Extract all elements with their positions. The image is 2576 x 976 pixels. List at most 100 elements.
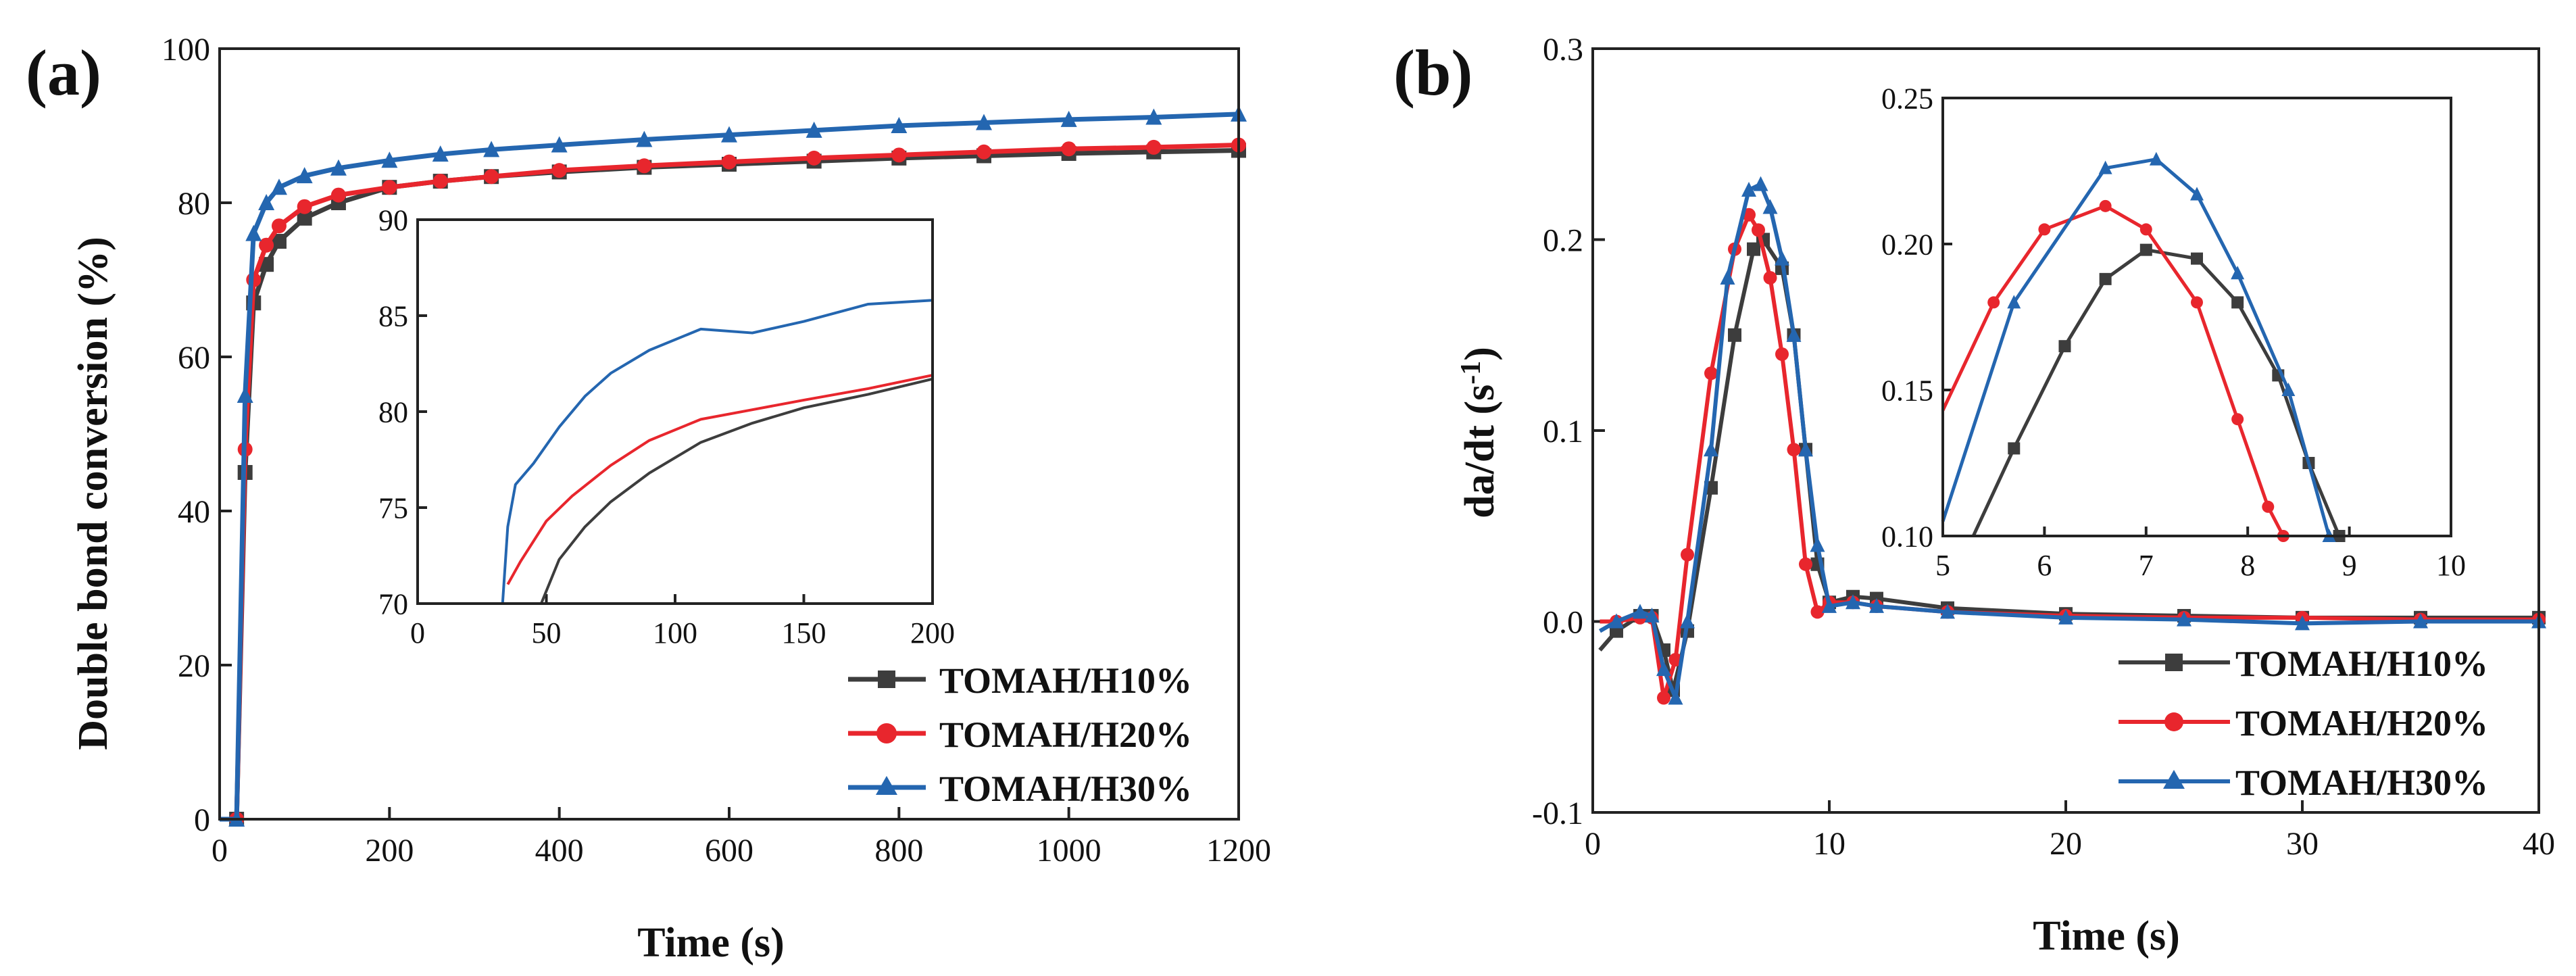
panel-a-inset-ticks: 0 50 100 150 200 70 75 80 85 90	[378, 203, 955, 650]
panel-a-inset-x-tick-label: 50	[532, 616, 562, 650]
panel-a-x-tick-label: 600	[705, 833, 753, 869]
panel-b-point-h30	[1656, 661, 1671, 677]
panel-b-point-h30	[1741, 182, 1756, 197]
panel-a-inset-y-tick-label: 70	[378, 587, 408, 620]
panel-a-point-h20	[271, 218, 287, 234]
panel-b-x-tick-label: 30	[2286, 826, 2319, 862]
panel-b-point-h30	[1846, 594, 1860, 610]
panel-a: (a) Double bond conversion (%) Time (s) …	[26, 32, 1271, 966]
panel-b-y-axis-title: da/dt (s-1)	[1456, 347, 1503, 518]
panel-a-point-h30	[330, 159, 347, 176]
panel-b-inset-point-h10	[2191, 252, 2203, 265]
panel-a-point-h20	[1146, 139, 1162, 155]
panel-a-point-h10	[297, 210, 312, 226]
panel-b-point-h20	[1810, 605, 1825, 619]
panel-a-point-h30	[551, 136, 568, 153]
panel-a-frame	[218, 47, 1240, 821]
panel-b-x-tick-label: 40	[2523, 826, 2555, 862]
panel-b-inset-x-tick-label: 7	[2139, 549, 2154, 582]
panel-b-point-h20	[1681, 547, 1694, 562]
panel-a-series-line-h30	[220, 112, 1239, 822]
panel-b-point-h30	[1704, 441, 1718, 457]
panel-b-inset-point-h20	[2262, 500, 2275, 513]
panel-b-inset-point-h20	[2139, 223, 2152, 236]
panel-b-point-h30	[1869, 597, 1884, 613]
panel-a-x-tick-label: 0	[212, 833, 228, 869]
panel-a-x-tick-label: 1000	[1037, 833, 1101, 869]
panel-a-legend-entry-h30: TOMAH/H30%	[848, 768, 1192, 809]
panel-b-inset-point-h10	[2099, 272, 2112, 285]
panel-b-inset-point-h30	[2149, 151, 2163, 166]
panel-b-inset: 5 6 7 8 9 10 0.10 0.15 0.20 0.25	[1881, 82, 2466, 582]
panel-b-frame	[1591, 47, 2540, 814]
panel-a-point-h20	[484, 169, 499, 185]
panel-a-inset-y-tick-label: 85	[378, 299, 408, 333]
panel-b-inset-lines	[1941, 151, 2346, 542]
panel-b-x-tick-label: 20	[2050, 826, 2082, 862]
panel-a-inset-x-tick-label: 150	[782, 616, 826, 650]
legend-label-h20: TOMAH/H20%	[2235, 703, 2488, 743]
panel-a-point-h30	[270, 178, 287, 195]
legend-label-h20: TOMAH/H20%	[939, 714, 1192, 755]
panel-b-inset-point-h30	[2231, 266, 2245, 280]
panel-a-point-h30	[891, 117, 908, 133]
panel-a-point-h30	[245, 224, 262, 241]
panel-a-point-h20	[551, 163, 567, 178]
panel-a-inset-x-tick-label: 100	[653, 616, 697, 650]
legend-marker-h20	[876, 723, 897, 743]
panel-b-point-h30	[1680, 613, 1695, 629]
panel-a-inset-x-tick-label: 0	[410, 616, 425, 650]
panel-b-inset-y-tick-label: 0.15	[1881, 374, 1933, 407]
panel-b-y-tick-label: 0.3	[1543, 32, 1583, 68]
panel-b-point-h30	[1775, 250, 1789, 266]
panel-a-lines	[220, 105, 1247, 827]
panel-b-point-h10	[1728, 328, 1741, 342]
legend-marker-h30	[2163, 770, 2185, 789]
panel-b-point-h30	[2413, 613, 2428, 629]
legend-marker-h20	[2164, 712, 2183, 731]
panel-b-point-h20	[1787, 443, 1801, 457]
panel-a-inset-y-tick-label: 75	[378, 491, 408, 524]
panel-b-legend-entry-h30: TOMAH/H30%	[2119, 762, 2488, 803]
panel-b-inset-point-h30	[2098, 160, 2112, 174]
panel-b-point-h30	[1668, 689, 1683, 705]
panel-a-point-h30	[381, 151, 398, 168]
panel-a-inset-y-tick-label: 80	[378, 395, 408, 429]
panel-a-x-tick-label: 1200	[1206, 833, 1271, 869]
panel-a-legend: TOMAH/H10% TOMAH/H20% TOMAH/H30%	[848, 660, 1192, 809]
panel-b: (b) da/dt (s-1) Time (s) 0 10 20 30 40 -0.1 0.…	[1393, 32, 2555, 959]
panel-a-point-h20	[297, 199, 312, 214]
panel-b-point-h30	[1822, 597, 1837, 613]
panel-a-point-h30	[636, 130, 653, 147]
panel-b-inset-point-h20	[2191, 296, 2203, 309]
panel-a-x-tick-label: 800	[874, 833, 923, 869]
panel-a-point-h30	[296, 167, 313, 184]
panel-a-point-h20	[382, 180, 397, 195]
panel-a-legend-entry-h20: TOMAH/H20%	[848, 714, 1192, 755]
panel-a-point-h30	[1060, 110, 1077, 127]
panel-b-y-axis-title-tail: )	[1457, 347, 1503, 361]
panel-a-point-h30	[976, 114, 992, 130]
panel-a-point-h20	[432, 174, 448, 189]
panel-b-inset-point-h30	[2281, 383, 2296, 396]
panel-b-inset-point-h20	[1987, 296, 2000, 309]
panel-a-point-h20	[806, 150, 822, 166]
panel-a-inset-background	[418, 220, 933, 604]
panel-a-point-h30	[721, 126, 737, 143]
panel-a-inset-y-tick-label: 90	[378, 203, 408, 237]
panel-b-x-tick-label: 10	[1813, 826, 1846, 862]
panel-a-point-h20	[891, 147, 907, 163]
panel-b-point-h30	[1798, 441, 1813, 457]
panel-b-inset-point-h30	[2007, 295, 2021, 309]
panel-b-point-h30	[1786, 326, 1802, 342]
panel-a-point-h20	[637, 158, 652, 174]
panel-b-point-h30	[2058, 609, 2073, 625]
panel-b-ticks: 0 10 20 30 40 -0.1 0.0 0.1 0.2 0.3	[1532, 32, 2555, 862]
panel-a-point-h30	[237, 387, 253, 403]
panel-a-label: (a)	[26, 36, 101, 109]
panel-b-inset-point-h10	[2008, 442, 2021, 455]
legend-label-h30: TOMAH/H30%	[939, 768, 1192, 809]
panel-a-y-tick-label: 100	[162, 32, 210, 68]
panel-a-y-tick-label: 40	[178, 494, 210, 530]
